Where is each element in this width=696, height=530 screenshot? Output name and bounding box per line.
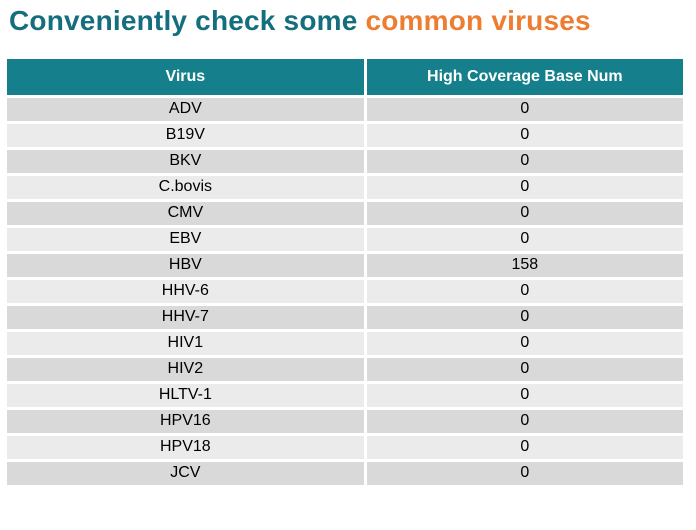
coverage-value-cell: 0 — [366, 357, 683, 381]
coverage-value-cell: 0 — [366, 331, 683, 355]
virus-name-cell: HHV-6 — [7, 279, 364, 303]
virus-name-cell: HIV1 — [7, 331, 364, 355]
table-row: HIV1 0 — [7, 331, 683, 355]
virus-name-cell: HIV2 — [7, 357, 364, 381]
coverage-value-cell: 0 — [366, 435, 683, 459]
table-row: JCV 0 — [7, 461, 683, 485]
coverage-value-cell: 0 — [366, 305, 683, 329]
coverage-value-cell: 0 — [366, 227, 683, 251]
virus-name-cell: HPV16 — [7, 409, 364, 433]
virus-name-cell: B19V — [7, 123, 364, 147]
table-row: ADV 0 — [7, 97, 683, 121]
virus-name-cell: HHV-7 — [7, 305, 364, 329]
table-row: CMV 0 — [7, 201, 683, 225]
table-row: HBV 158 — [7, 253, 683, 277]
coverage-value-cell: 0 — [366, 97, 683, 121]
table-header-row: Virus High Coverage Base Num — [7, 58, 683, 95]
coverage-value-cell: 0 — [366, 149, 683, 173]
virus-name-cell: JCV — [7, 461, 364, 485]
page-title: Conveniently check some common viruses — [9, 4, 689, 38]
table-row: HPV16 0 — [7, 409, 683, 433]
table-row: HHV-6 0 — [7, 279, 683, 303]
page-title-prefix: Conveniently check some — [9, 5, 366, 36]
coverage-value-cell: 0 — [366, 461, 683, 485]
table-row: BKV 0 — [7, 149, 683, 173]
page-title-highlight: common viruses — [365, 5, 591, 36]
virus-name-cell: C.bovis — [7, 175, 364, 199]
coverage-value-cell: 0 — [366, 383, 683, 407]
virus-name-cell: HLTV-1 — [7, 383, 364, 407]
table-row: HIV2 0 — [7, 357, 683, 381]
table-row: HPV18 0 — [7, 435, 683, 459]
virus-name-cell: BKV — [7, 149, 364, 173]
table-row: C.bovis 0 — [7, 175, 683, 199]
table-row: EBV 0 — [7, 227, 683, 251]
virus-coverage-table: Virus High Coverage Base Num ADV 0 B19V 0 BK… — [4, 56, 686, 488]
virus-name-cell: HBV — [7, 253, 364, 277]
table-row: HLTV-1 0 — [7, 383, 683, 407]
table-header: Virus High Coverage Base Num — [7, 58, 683, 95]
table-row: HHV-7 0 — [7, 305, 683, 329]
column-header-coverage: High Coverage Base Num — [366, 58, 683, 95]
coverage-value-cell: 0 — [366, 175, 683, 199]
virus-name-cell: ADV — [7, 97, 364, 121]
coverage-value-cell: 0 — [366, 123, 683, 147]
virus-name-cell: CMV — [7, 201, 364, 225]
virus-name-cell: HPV18 — [7, 435, 364, 459]
virus-name-cell: EBV — [7, 227, 364, 251]
coverage-value-cell: 0 — [366, 279, 683, 303]
coverage-value-cell: 0 — [366, 409, 683, 433]
virus-table-body: ADV 0 B19V 0 BKV 0 C.bovis 0 CMV 0 EBV 0 HBV 158 HHV-6… — [7, 97, 683, 485]
coverage-value-cell: 0 — [366, 201, 683, 225]
table-row: B19V 0 — [7, 123, 683, 147]
coverage-value-cell: 158 — [366, 253, 683, 277]
column-header-virus: Virus — [7, 58, 364, 95]
